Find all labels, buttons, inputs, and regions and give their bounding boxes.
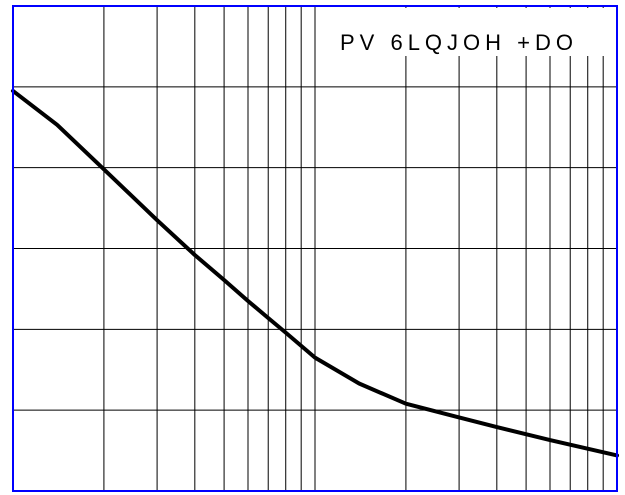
grid-y-lines — [13, 86, 617, 411]
plot-frame — [12, 5, 618, 492]
legend-box — [318, 8, 615, 56]
legend-text: PV 6LQJOH +DO — [340, 30, 578, 55]
series-line — [11, 88, 619, 458]
